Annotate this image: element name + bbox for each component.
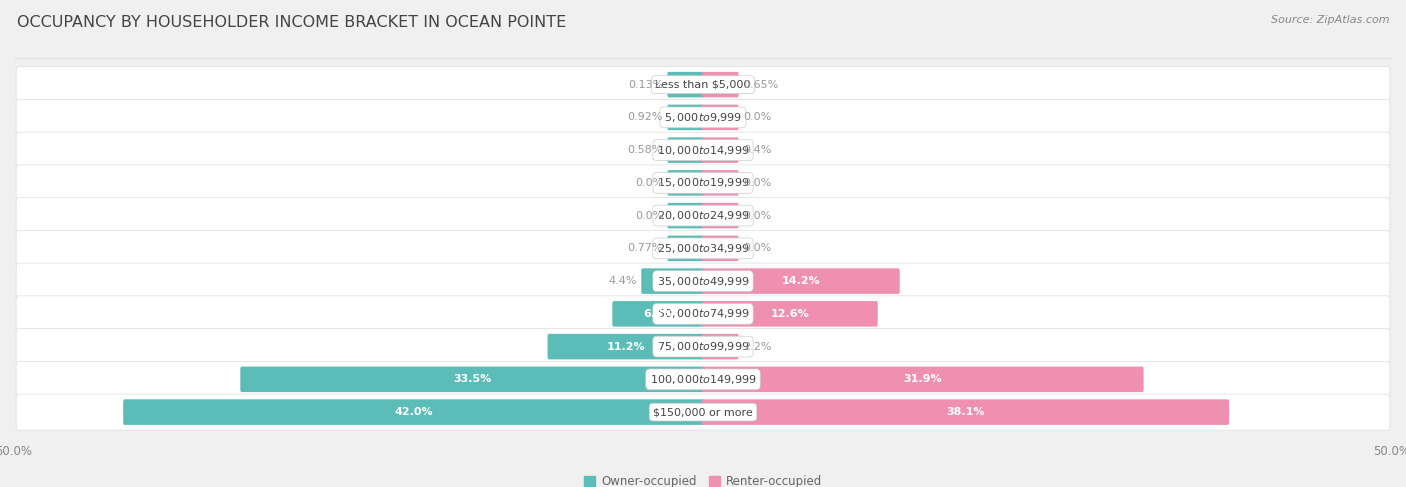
FancyBboxPatch shape: [15, 296, 1391, 332]
Text: 0.0%: 0.0%: [742, 210, 772, 221]
Text: $15,000 to $19,999: $15,000 to $19,999: [657, 176, 749, 189]
FancyBboxPatch shape: [702, 236, 738, 261]
Legend: Owner-occupied, Renter-occupied: Owner-occupied, Renter-occupied: [579, 471, 827, 487]
FancyBboxPatch shape: [702, 301, 877, 327]
Text: 0.58%: 0.58%: [627, 145, 664, 155]
Text: 42.0%: 42.0%: [394, 407, 433, 417]
Text: 31.9%: 31.9%: [904, 375, 942, 384]
Text: 4.4%: 4.4%: [609, 276, 637, 286]
Text: $25,000 to $34,999: $25,000 to $34,999: [657, 242, 749, 255]
FancyBboxPatch shape: [702, 137, 738, 163]
Text: $75,000 to $99,999: $75,000 to $99,999: [657, 340, 749, 353]
FancyBboxPatch shape: [15, 198, 1391, 234]
FancyBboxPatch shape: [702, 367, 1143, 392]
FancyBboxPatch shape: [15, 132, 1391, 168]
FancyBboxPatch shape: [15, 165, 1391, 201]
Text: $150,000 or more: $150,000 or more: [654, 407, 752, 417]
Text: $10,000 to $14,999: $10,000 to $14,999: [657, 144, 749, 157]
FancyBboxPatch shape: [15, 67, 1391, 103]
FancyBboxPatch shape: [702, 268, 900, 294]
Text: 0.92%: 0.92%: [627, 112, 664, 122]
Text: $50,000 to $74,999: $50,000 to $74,999: [657, 307, 749, 320]
FancyBboxPatch shape: [124, 399, 704, 425]
Text: 14.2%: 14.2%: [782, 276, 820, 286]
Text: 0.65%: 0.65%: [742, 80, 778, 90]
Text: Source: ZipAtlas.com: Source: ZipAtlas.com: [1271, 15, 1389, 25]
FancyBboxPatch shape: [668, 105, 704, 130]
Text: 0.4%: 0.4%: [742, 145, 772, 155]
Text: OCCUPANCY BY HOUSEHOLDER INCOME BRACKET IN OCEAN POINTE: OCCUPANCY BY HOUSEHOLDER INCOME BRACKET …: [17, 15, 567, 30]
FancyBboxPatch shape: [613, 301, 704, 327]
Text: 12.6%: 12.6%: [770, 309, 810, 319]
Text: 38.1%: 38.1%: [946, 407, 984, 417]
FancyBboxPatch shape: [702, 170, 738, 196]
FancyBboxPatch shape: [15, 329, 1391, 365]
FancyBboxPatch shape: [240, 367, 704, 392]
FancyBboxPatch shape: [702, 334, 738, 359]
FancyBboxPatch shape: [15, 99, 1391, 135]
Text: 0.0%: 0.0%: [742, 112, 772, 122]
Text: 11.2%: 11.2%: [606, 341, 645, 352]
FancyBboxPatch shape: [702, 105, 738, 130]
FancyBboxPatch shape: [668, 203, 704, 228]
Text: 0.0%: 0.0%: [634, 210, 664, 221]
Text: 0.0%: 0.0%: [742, 178, 772, 188]
FancyBboxPatch shape: [668, 137, 704, 163]
Text: 0.77%: 0.77%: [627, 244, 664, 253]
FancyBboxPatch shape: [641, 268, 704, 294]
FancyBboxPatch shape: [668, 236, 704, 261]
Text: 0.0%: 0.0%: [742, 244, 772, 253]
FancyBboxPatch shape: [15, 230, 1391, 266]
Text: $100,000 to $149,999: $100,000 to $149,999: [650, 373, 756, 386]
FancyBboxPatch shape: [702, 203, 738, 228]
FancyBboxPatch shape: [702, 72, 738, 97]
Text: $5,000 to $9,999: $5,000 to $9,999: [664, 111, 742, 124]
Text: $20,000 to $24,999: $20,000 to $24,999: [657, 209, 749, 222]
Text: 2.2%: 2.2%: [742, 341, 772, 352]
FancyBboxPatch shape: [547, 334, 704, 359]
Text: 0.0%: 0.0%: [634, 178, 664, 188]
FancyBboxPatch shape: [15, 263, 1391, 299]
Text: 33.5%: 33.5%: [453, 375, 491, 384]
FancyBboxPatch shape: [15, 394, 1391, 430]
FancyBboxPatch shape: [668, 170, 704, 196]
FancyBboxPatch shape: [668, 72, 704, 97]
FancyBboxPatch shape: [15, 361, 1391, 397]
Text: 6.5%: 6.5%: [643, 309, 673, 319]
Text: Less than $5,000: Less than $5,000: [655, 80, 751, 90]
FancyBboxPatch shape: [702, 399, 1229, 425]
Text: 0.13%: 0.13%: [628, 80, 664, 90]
Text: $35,000 to $49,999: $35,000 to $49,999: [657, 275, 749, 288]
